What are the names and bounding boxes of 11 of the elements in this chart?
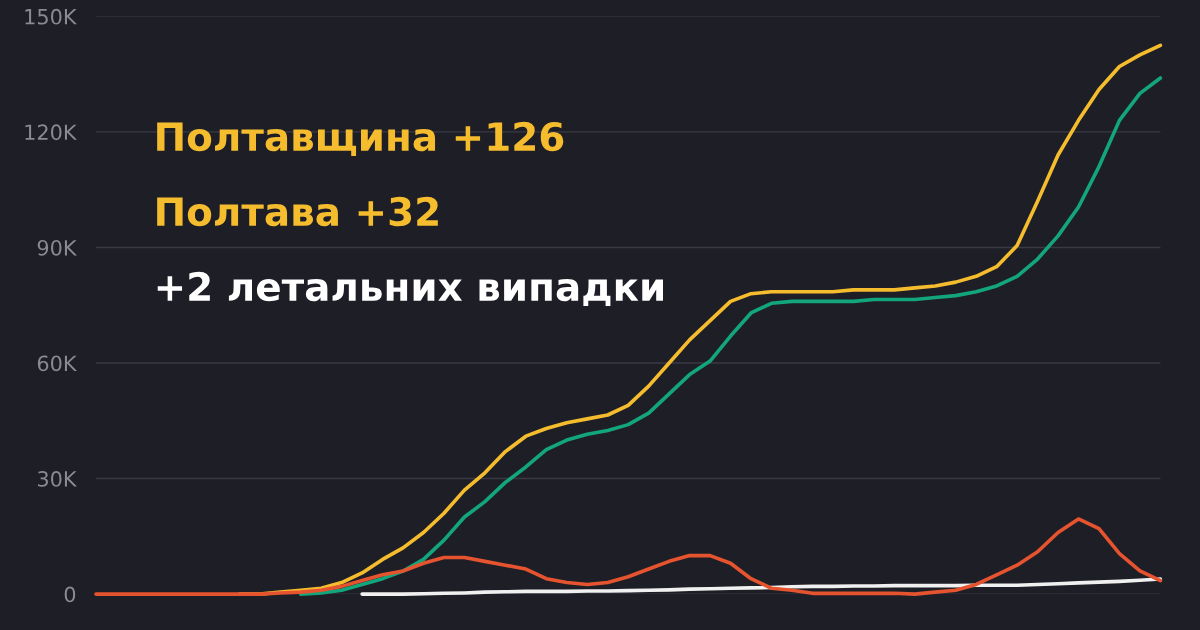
line-series (94, 517, 1163, 596)
annotation: Полтавщина +126 (157, 121, 564, 157)
y-tick-label: 150K (25, 8, 77, 25)
annotation: Полтава +32 (157, 196, 438, 227)
y-tick-label: 30K (37, 471, 77, 487)
y-tick-label: 0 (64, 586, 76, 603)
y-tick-label: 120K (25, 124, 77, 141)
y-tick-label: 60K (37, 355, 77, 372)
annotation: +2 летальних випадки (157, 271, 663, 307)
line-series (360, 577, 1163, 596)
y-tick-label: 90K (37, 239, 77, 256)
